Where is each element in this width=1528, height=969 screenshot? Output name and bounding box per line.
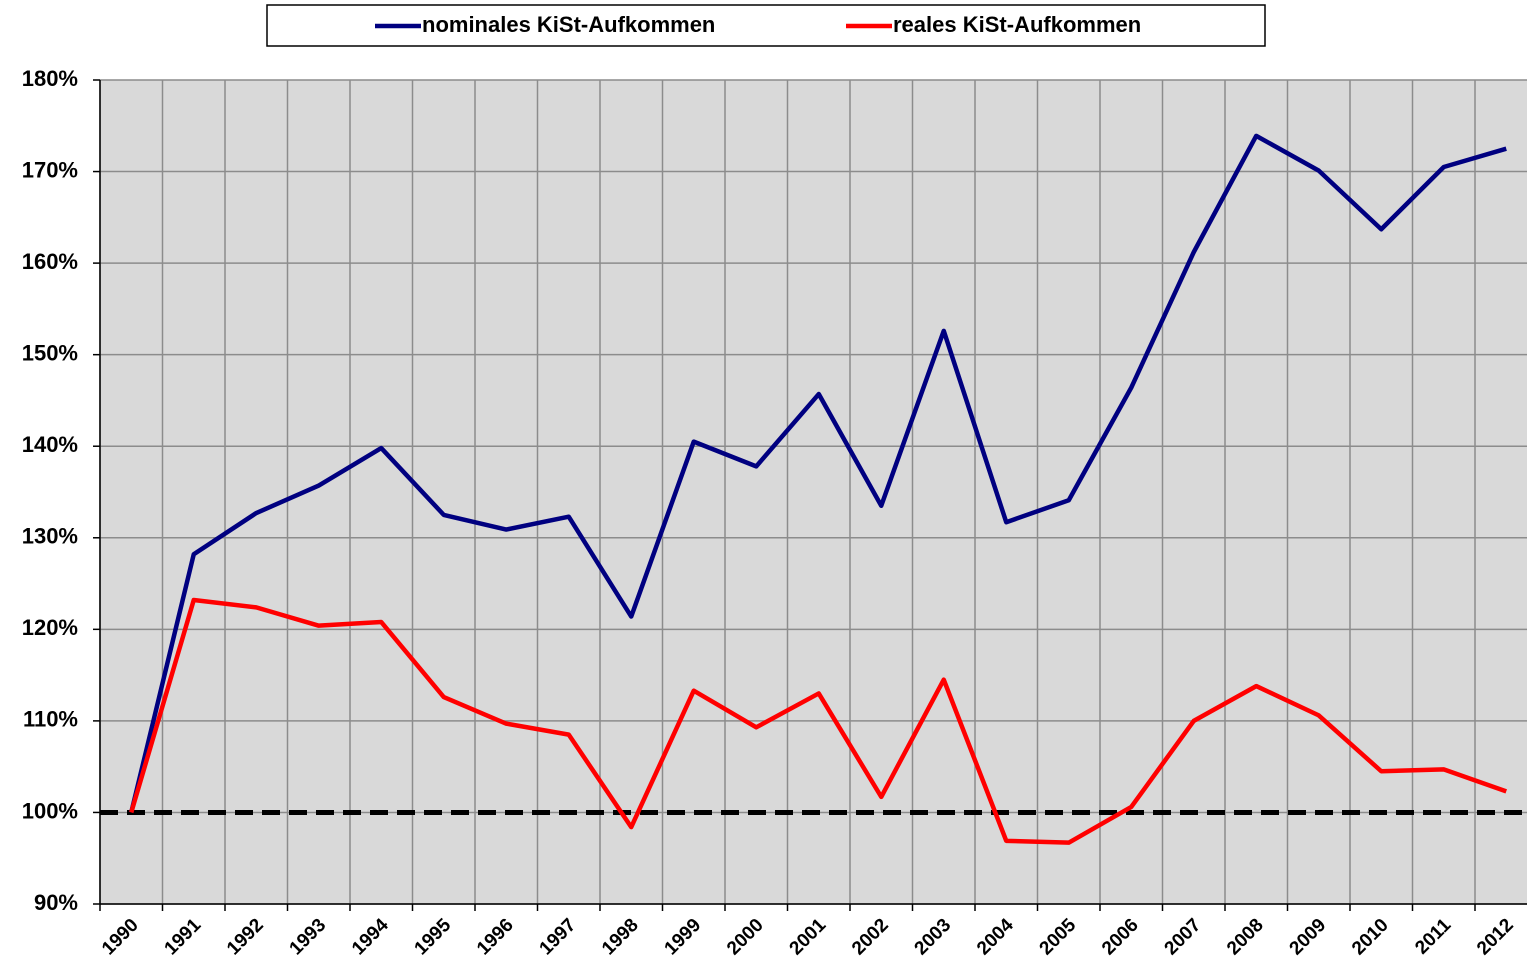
y-tick-label: 160%	[22, 249, 78, 274]
y-tick-label: 170%	[22, 157, 78, 182]
legend-box	[266, 4, 1266, 47]
x-tick-label: 1999	[661, 915, 706, 960]
x-tick-label: 1991	[161, 914, 206, 959]
x-tick-label: 2003	[911, 915, 956, 960]
x-tick-label: 2000	[723, 915, 768, 960]
y-tick-label: 110%	[23, 707, 78, 732]
x-tick-label: 1995	[411, 914, 456, 959]
x-tick-label: 1997	[536, 915, 581, 960]
x-tick-label: 2009	[1286, 915, 1331, 960]
x-tick-label: 2004	[973, 914, 1018, 959]
x-tick-label: 1992	[223, 915, 268, 960]
legend-label: nominales KiSt-Aufkommen	[422, 12, 715, 37]
x-tick-label: 2012	[1473, 915, 1518, 960]
x-tick-label: 1998	[598, 915, 643, 960]
y-tick-label: 100%	[22, 798, 78, 823]
x-tick-label: 2006	[1098, 915, 1143, 960]
legend-label: reales KiSt-Aufkommen	[893, 12, 1141, 37]
x-tick-label: 1994	[348, 914, 393, 959]
x-tick-label: 1996	[473, 915, 518, 960]
y-tick-label: 180%	[22, 66, 78, 91]
x-tick-label: 1990	[98, 915, 143, 960]
x-tick-label: 2005	[1036, 914, 1081, 959]
y-tick-label: 130%	[22, 524, 78, 549]
x-tick-label: 2007	[1161, 915, 1206, 960]
x-tick-label: 2008	[1223, 915, 1268, 960]
series-line	[129, 597, 1507, 845]
series-line	[129, 133, 1507, 813]
x-tick-label: 2010	[1348, 915, 1393, 960]
x-tick-label: 2011	[1411, 914, 1455, 958]
x-tick-label: 1993	[286, 915, 331, 960]
x-tick-label: 2002	[848, 915, 893, 960]
plot-area	[100, 80, 1527, 904]
y-tick-label: 140%	[22, 432, 78, 457]
y-tick-label: 120%	[22, 615, 78, 640]
y-tick-label: 150%	[22, 340, 78, 365]
y-tick-label: 90%	[34, 890, 78, 915]
x-tick-label: 2001	[786, 914, 831, 959]
